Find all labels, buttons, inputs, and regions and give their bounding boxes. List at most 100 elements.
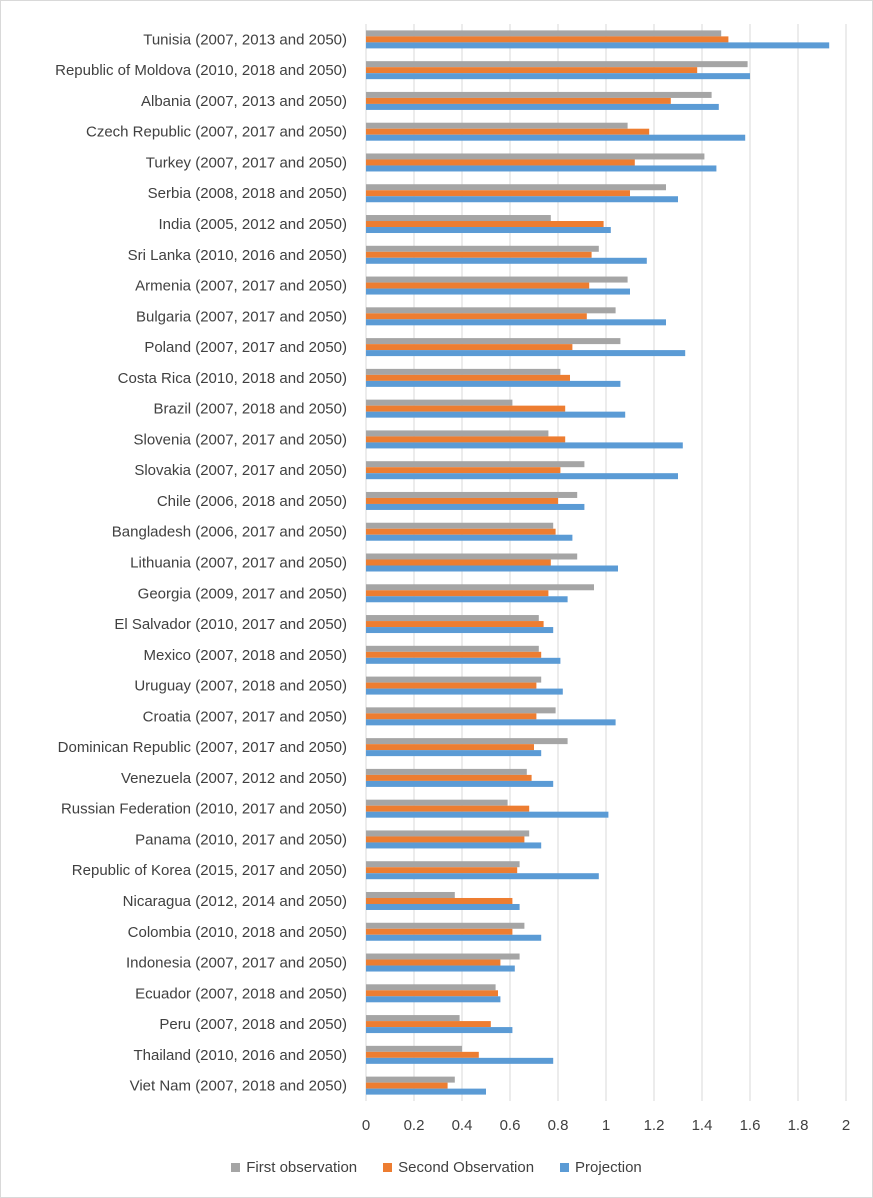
bar-second-observation [366, 682, 537, 689]
bar-projection [366, 780, 554, 787]
category-label: Dominican Republic (2007, 2017 and 2050) [58, 739, 347, 756]
category-label: Republic of Moldova (2010, 2018 and 2050… [55, 62, 347, 79]
bar-projection [366, 319, 666, 326]
bar-first-observation [366, 984, 496, 991]
bar-second-observation [366, 190, 630, 197]
category-label: Brazil (2007, 2018 and 2050) [154, 401, 347, 418]
bar-projection [366, 103, 719, 110]
bar-projection [366, 965, 515, 972]
x-tick-label: 1.8 [788, 1117, 809, 1134]
bar-second-observation [366, 374, 570, 381]
bar-projection [366, 657, 561, 664]
bar-projection [366, 627, 554, 634]
x-tick-label: 2 [842, 1117, 850, 1134]
bar-first-observation [366, 122, 628, 129]
category-labels: Tunisia (2007, 2013 and 2050) Republic of… [55, 31, 347, 1094]
legend-swatch-projection [560, 1162, 570, 1172]
x-tick-label: 0.2 [404, 1117, 425, 1134]
bar-second-observation [366, 1051, 479, 1058]
gridlines [365, 24, 847, 1101]
bar-second-observation [366, 744, 534, 751]
bar-projection [366, 503, 585, 510]
bar-second-observation [366, 251, 592, 258]
category-label: Bulgaria (2007, 2017 and 2050) [136, 308, 347, 325]
category-label: Chile (2006, 2018 and 2050) [157, 493, 347, 510]
bar-projection [366, 534, 573, 541]
bar-second-observation [366, 805, 530, 812]
bar-chart: Tunisia (2007, 2013 and 2050) Republic of… [55, 24, 850, 1134]
x-tick-label: 0.6 [500, 1117, 521, 1134]
bar-first-observation [366, 491, 578, 498]
category-label: Uruguay (2007, 2018 and 2050) [134, 678, 347, 695]
bar-second-observation [366, 128, 650, 135]
bar-second-observation [366, 1021, 491, 1028]
bar-first-observation [366, 738, 568, 745]
bar-first-observation [366, 461, 585, 468]
category-label: Bangladesh (2006, 2017 and 2050) [112, 524, 347, 541]
category-label: Ecuador (2007, 2018 and 2050) [135, 985, 347, 1002]
bar-second-observation [366, 67, 698, 74]
category-label: Georgia (2009, 2017 and 2050) [138, 585, 347, 602]
bar-projection [366, 719, 616, 726]
category-label: Republic of Korea (2015, 2017 and 2050) [72, 862, 347, 879]
category-label: Slovenia (2007, 2017 and 2050) [133, 431, 347, 448]
bar-second-observation [366, 528, 556, 535]
legend-label-second: Second Observation [398, 1158, 535, 1176]
category-label: Albania (2007, 2013 and 2050) [141, 93, 347, 110]
bar-second-observation [366, 559, 551, 566]
bar-projection [366, 688, 563, 695]
bar-second-observation [366, 621, 544, 628]
category-label: Peru (2007, 2018 and 2050) [159, 1016, 347, 1033]
bar-second-observation [366, 590, 549, 597]
bar-projection [366, 196, 678, 203]
bar-second-observation [366, 282, 590, 289]
bar-first-observation [366, 1045, 462, 1052]
category-label: Czech Republic (2007, 2017 and 2050) [86, 124, 347, 141]
category-label: Mexico (2007, 2018 and 2050) [144, 647, 347, 664]
bar-first-observation [366, 399, 513, 406]
bar-first-observation [366, 30, 722, 37]
bar-second-observation [366, 497, 558, 504]
bar-second-observation [366, 928, 513, 935]
category-label: India (2005, 2012 and 2050) [159, 216, 348, 233]
bar-first-observation [366, 245, 599, 252]
legend-label-first: First observation [246, 1158, 358, 1176]
x-tick-label: 1.4 [692, 1117, 713, 1134]
bar-first-observation [366, 522, 554, 529]
bar-projection [366, 165, 717, 172]
bar-projection [366, 257, 647, 264]
bar-first-observation [366, 799, 508, 806]
bar-first-observation [366, 338, 621, 345]
bar-second-observation [366, 713, 537, 720]
legend-item-projection: Projection [560, 1159, 642, 1176]
category-label: Costa Rica (2010, 2018 and 2050) [118, 370, 347, 387]
category-label: Thailand (2010, 2016 and 2050) [133, 1047, 347, 1064]
bar-first-observation [366, 922, 525, 929]
category-label: Croatia (2007, 2017 and 2050) [143, 708, 347, 725]
bar-second-observation [366, 467, 561, 474]
bar-first-observation [366, 861, 520, 868]
bar-projection [366, 227, 611, 234]
x-tick-label: 1.6 [740, 1117, 761, 1134]
bar-second-observation [366, 836, 525, 843]
bar-second-observation [366, 97, 671, 104]
legend-swatch-first [231, 1162, 241, 1172]
bar-second-observation [366, 774, 532, 781]
bar-projection [366, 750, 542, 757]
bar-first-observation [366, 91, 712, 98]
category-label: El Salvador (2010, 2017 and 2050) [114, 616, 347, 633]
x-tick-label: 1 [602, 1117, 610, 1134]
category-label: Tunisia (2007, 2013 and 2050) [143, 31, 347, 48]
x-tick-label: 1.2 [644, 1117, 665, 1134]
category-label: Colombia (2010, 2018 and 2050) [128, 924, 347, 941]
bar-first-observation [366, 615, 539, 622]
bar-projection [366, 996, 501, 1003]
bar-first-observation [366, 830, 530, 837]
bar-second-observation [366, 313, 587, 320]
bar-second-observation [366, 221, 604, 228]
bar-projection [366, 903, 520, 910]
bar-projection [366, 73, 750, 80]
bar-first-observation [366, 707, 556, 714]
category-label: Armenia (2007, 2017 and 2050) [135, 278, 347, 295]
category-label: Lithuania (2007, 2017 and 2050) [130, 555, 347, 572]
